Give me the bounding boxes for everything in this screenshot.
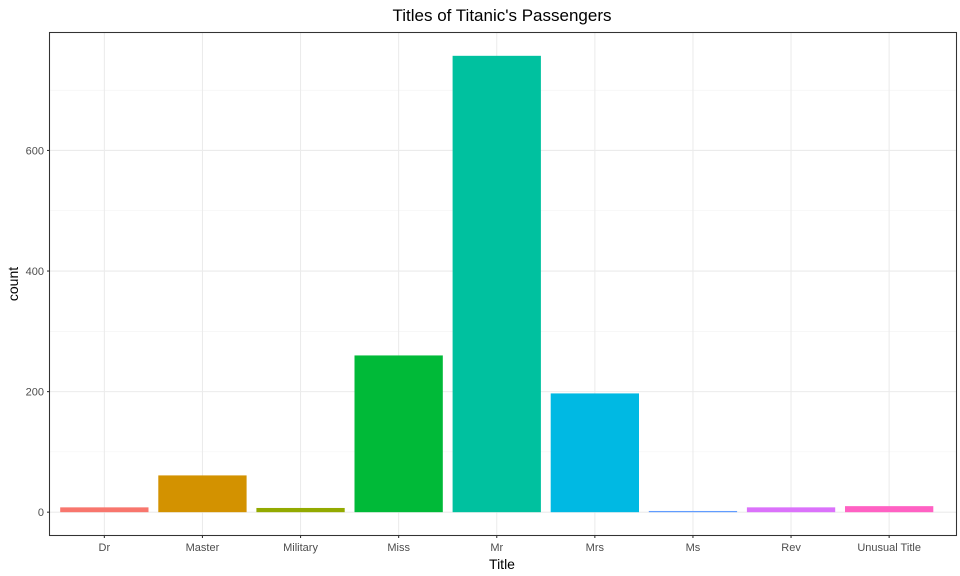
chart-title: Titles of Titanic's Passengers: [393, 6, 612, 25]
bar-master: [158, 475, 247, 513]
x-axis: Dr Master Military Miss Mr Mrs Ms Rev Unusual Ti…: [99, 535, 921, 554]
x-tick-label: Miss: [387, 542, 410, 554]
y-tick-label: 0: [38, 507, 44, 519]
bar-rev: [746, 507, 836, 513]
x-tick-label: Dr: [99, 542, 111, 554]
bar-mr: [452, 55, 541, 513]
x-axis-title: Title: [489, 556, 515, 572]
bar-unusual-title: [845, 506, 934, 513]
y-tick-label: 400: [26, 266, 44, 278]
x-tick-label: Military: [283, 542, 318, 554]
y-tick-label: 200: [26, 387, 44, 399]
bar-military: [256, 507, 345, 513]
y-tick-label: 600: [26, 145, 44, 157]
y-axis: 0 200 400 600: [26, 145, 50, 519]
x-tick-label: Mrs: [586, 542, 605, 554]
bar-mrs: [550, 393, 639, 513]
x-tick-label: Mr: [490, 542, 503, 554]
y-axis-title: count: [5, 267, 21, 301]
bars-layer: [60, 55, 934, 513]
x-tick-label: Ms: [686, 542, 701, 554]
x-tick-label: Master: [186, 542, 220, 554]
x-tick-label: Rev: [781, 542, 801, 554]
bar-ms: [648, 510, 738, 513]
bar-miss: [354, 355, 443, 513]
panel-border: [48, 31, 958, 537]
x-tick-label: Unusual Title: [857, 542, 921, 554]
bar-dr: [60, 507, 149, 513]
